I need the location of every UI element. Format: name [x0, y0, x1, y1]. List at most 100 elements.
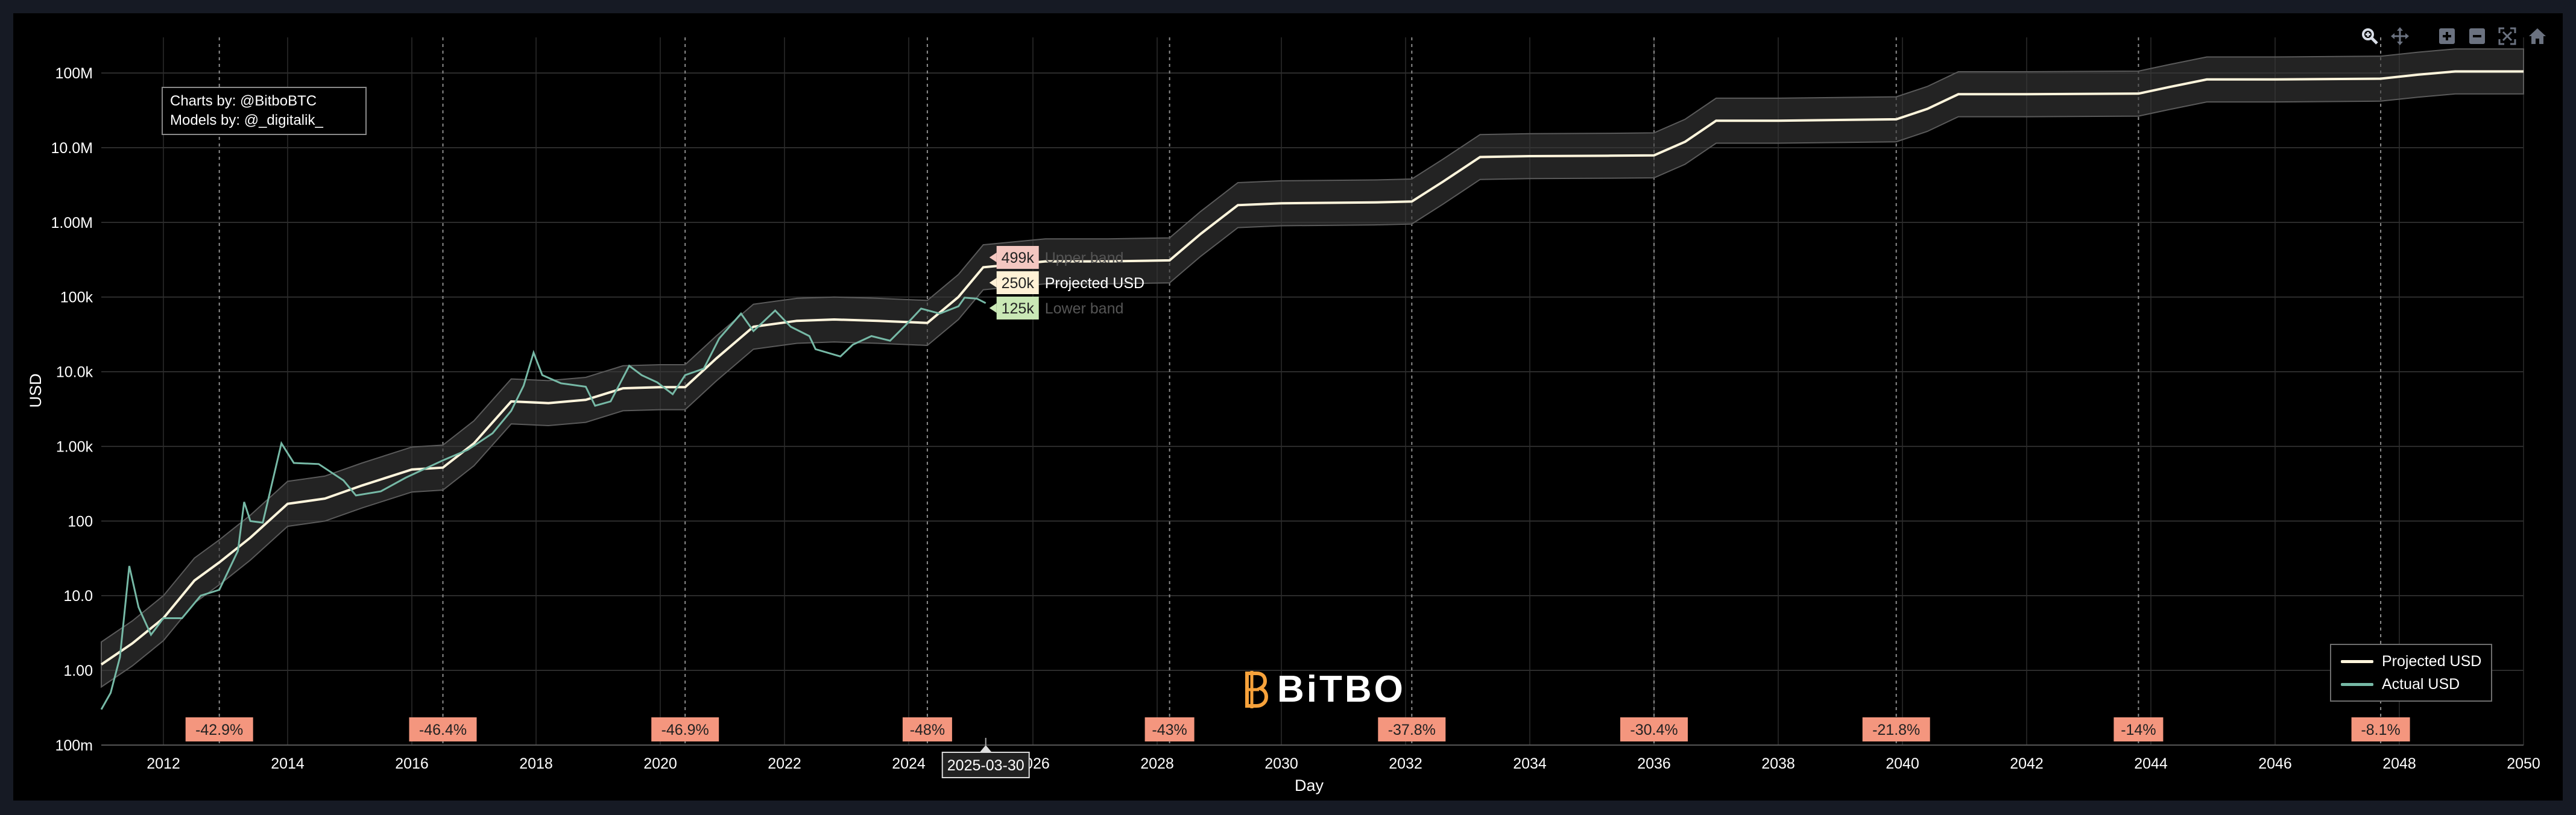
halving-label: -37.8%	[1388, 722, 1436, 738]
hover-pointer-projected	[989, 278, 997, 288]
series-line-projected-usd[interactable]	[100, 70, 2524, 666]
legend-swatch-actual	[2341, 682, 2373, 686]
y-axis-label: USD	[27, 373, 45, 408]
legend-label-projected: Projected USD	[2382, 652, 2482, 670]
halving-badge	[409, 717, 477, 741]
hover-value-box-upper	[996, 246, 1039, 269]
plus-square-icon	[2439, 28, 2455, 44]
halving-label: -21.8%	[1872, 722, 1920, 738]
hover-name-upper: Upper band	[1045, 250, 1124, 266]
x-tick-label: 2016	[395, 755, 429, 772]
autoscale-icon	[2498, 27, 2516, 45]
halving-badge	[2114, 717, 2164, 741]
hover-date-box	[941, 752, 1030, 778]
halving-badge	[1620, 717, 1688, 741]
legend-item-actual[interactable]: Actual USD	[2341, 673, 2481, 696]
legend-label-actual: Actual USD	[2382, 675, 2460, 693]
x-tick-label: 2050	[2507, 755, 2540, 772]
halving-badge	[902, 717, 952, 741]
x-tick-labels: 2012 2014 2016 2018 2020 2022 2024 2026 2028 2030…	[147, 755, 2540, 772]
legend: Projected USD Actual USD	[2330, 644, 2493, 702]
halving-badge	[2351, 717, 2410, 741]
y-tick-label: 10.0M	[51, 140, 93, 157]
grid	[101, 37, 2524, 746]
y-tick-label: 1.00M	[51, 215, 93, 231]
y-tick-label: 1.00	[63, 662, 93, 679]
series-line-actual-usd[interactable]	[100, 297, 987, 710]
halving-badge	[1378, 717, 1446, 741]
hover-pointer-upper	[989, 253, 997, 262]
x-tick-label: 2012	[147, 755, 180, 772]
halving-labels: -42.9% -46.4% -46.9% -48% -43% -37.8% -30.4% -2…	[185, 717, 2410, 741]
x-tick-label: 2018	[519, 755, 553, 772]
hover-value-upper: 499k	[1002, 250, 1035, 266]
x-tick-label: 2044	[2134, 755, 2168, 772]
x-tick-label: 2014	[271, 755, 305, 772]
x-tick-label: 2042	[2010, 755, 2044, 772]
reset-axes-button[interactable]	[2528, 27, 2547, 46]
hover-date-label: 2025-03-30	[947, 757, 1024, 774]
hover-value-projected: 250k	[1002, 275, 1035, 292]
halving-label: -43%	[1152, 722, 1187, 738]
halving-label: -14%	[2121, 722, 2156, 738]
x-tick-label: 2036	[1637, 755, 1671, 772]
x-tick-label: 2024	[892, 755, 926, 772]
x-axis-label: Day	[1295, 776, 1324, 795]
chart-frame: 100m 1.00 10.0 100 1.00k 10.0k 100k 1.00M 10.0M 1…	[13, 13, 2563, 801]
brand-watermark: BiTBO	[1241, 668, 1406, 711]
halving-label: -46.9%	[661, 722, 709, 738]
zoom-in-button[interactable]	[2437, 27, 2457, 46]
bitbo-logo-icon	[1245, 670, 1269, 708]
zoom-out-button[interactable]	[2467, 27, 2487, 46]
zoom-button[interactable]	[2360, 27, 2379, 46]
hover-date-pointer	[979, 745, 992, 752]
x-tick-label: 2038	[1761, 755, 1795, 772]
y-tick-label: 10.0	[63, 588, 93, 605]
halving-label: -42.9%	[195, 722, 243, 738]
autoscale-button[interactable]	[2498, 27, 2517, 46]
minus-square-icon	[2469, 28, 2485, 44]
x-tick-label: 2034	[1513, 755, 1547, 772]
halving-label: -46.4%	[419, 722, 467, 738]
x-tick-label: 2020	[643, 755, 677, 772]
credits-box: Charts by: @BitboBTC Models by: @_digita…	[162, 87, 367, 135]
x-tick-label: 2032	[1389, 755, 1422, 772]
halving-label: -8.1%	[2361, 722, 2400, 738]
modebar	[2360, 27, 2547, 46]
credits-line-charts: Charts by: @BitboBTC	[170, 93, 317, 109]
legend-swatch-projected	[2341, 659, 2373, 663]
y-tick-label: 1.00k	[56, 438, 93, 455]
hover-value-lower: 125k	[1002, 300, 1035, 317]
x-tick-label: 2040	[1886, 755, 1919, 772]
hover-value-box-projected	[996, 271, 1039, 294]
x-tick-label: 2028	[1140, 755, 1174, 772]
x-tick-label: 2048	[2382, 755, 2416, 772]
y-tick-labels: 100m 1.00 10.0 100 1.00k 10.0k 100k 1.00M 10.0M 1…	[51, 65, 93, 754]
legend-item-projected[interactable]: Projected USD	[2341, 650, 2481, 673]
zoom-icon	[2362, 28, 2378, 45]
price-chart[interactable]: 100m 1.00 10.0 100 1.00k 10.0k 100k 1.00M 10.0M 1…	[13, 13, 2563, 801]
y-tick-label: 100M	[55, 65, 93, 82]
home-icon	[2529, 28, 2546, 44]
hover-value-box-lower	[996, 297, 1039, 319]
modebar-spacer	[2420, 27, 2426, 46]
halving-badge	[651, 717, 719, 741]
y-tick-label: 100m	[55, 737, 93, 754]
credits-line-models: Models by: @_digitalik_	[170, 112, 323, 128]
projection-band	[101, 48, 2524, 688]
halving-label: -48%	[910, 722, 945, 738]
x-tick-label: 2030	[1264, 755, 1298, 772]
pan-button[interactable]	[2390, 27, 2410, 46]
x-tick-label: 2022	[768, 755, 801, 772]
halving-badge	[185, 717, 253, 741]
pan-icon	[2391, 27, 2409, 45]
halving-label: -30.4%	[1630, 722, 1678, 738]
brand-name: BiTBO	[1277, 669, 1406, 710]
halving-badge	[1862, 717, 1930, 741]
y-tick-label: 100k	[60, 289, 93, 306]
hover-name-projected: Projected USD	[1045, 275, 1144, 292]
hover-name-lower: Lower band	[1045, 300, 1124, 317]
y-tick-label: 100	[68, 513, 93, 530]
hover-pointer-lower	[989, 303, 997, 313]
y-tick-label: 10.0k	[56, 364, 93, 381]
